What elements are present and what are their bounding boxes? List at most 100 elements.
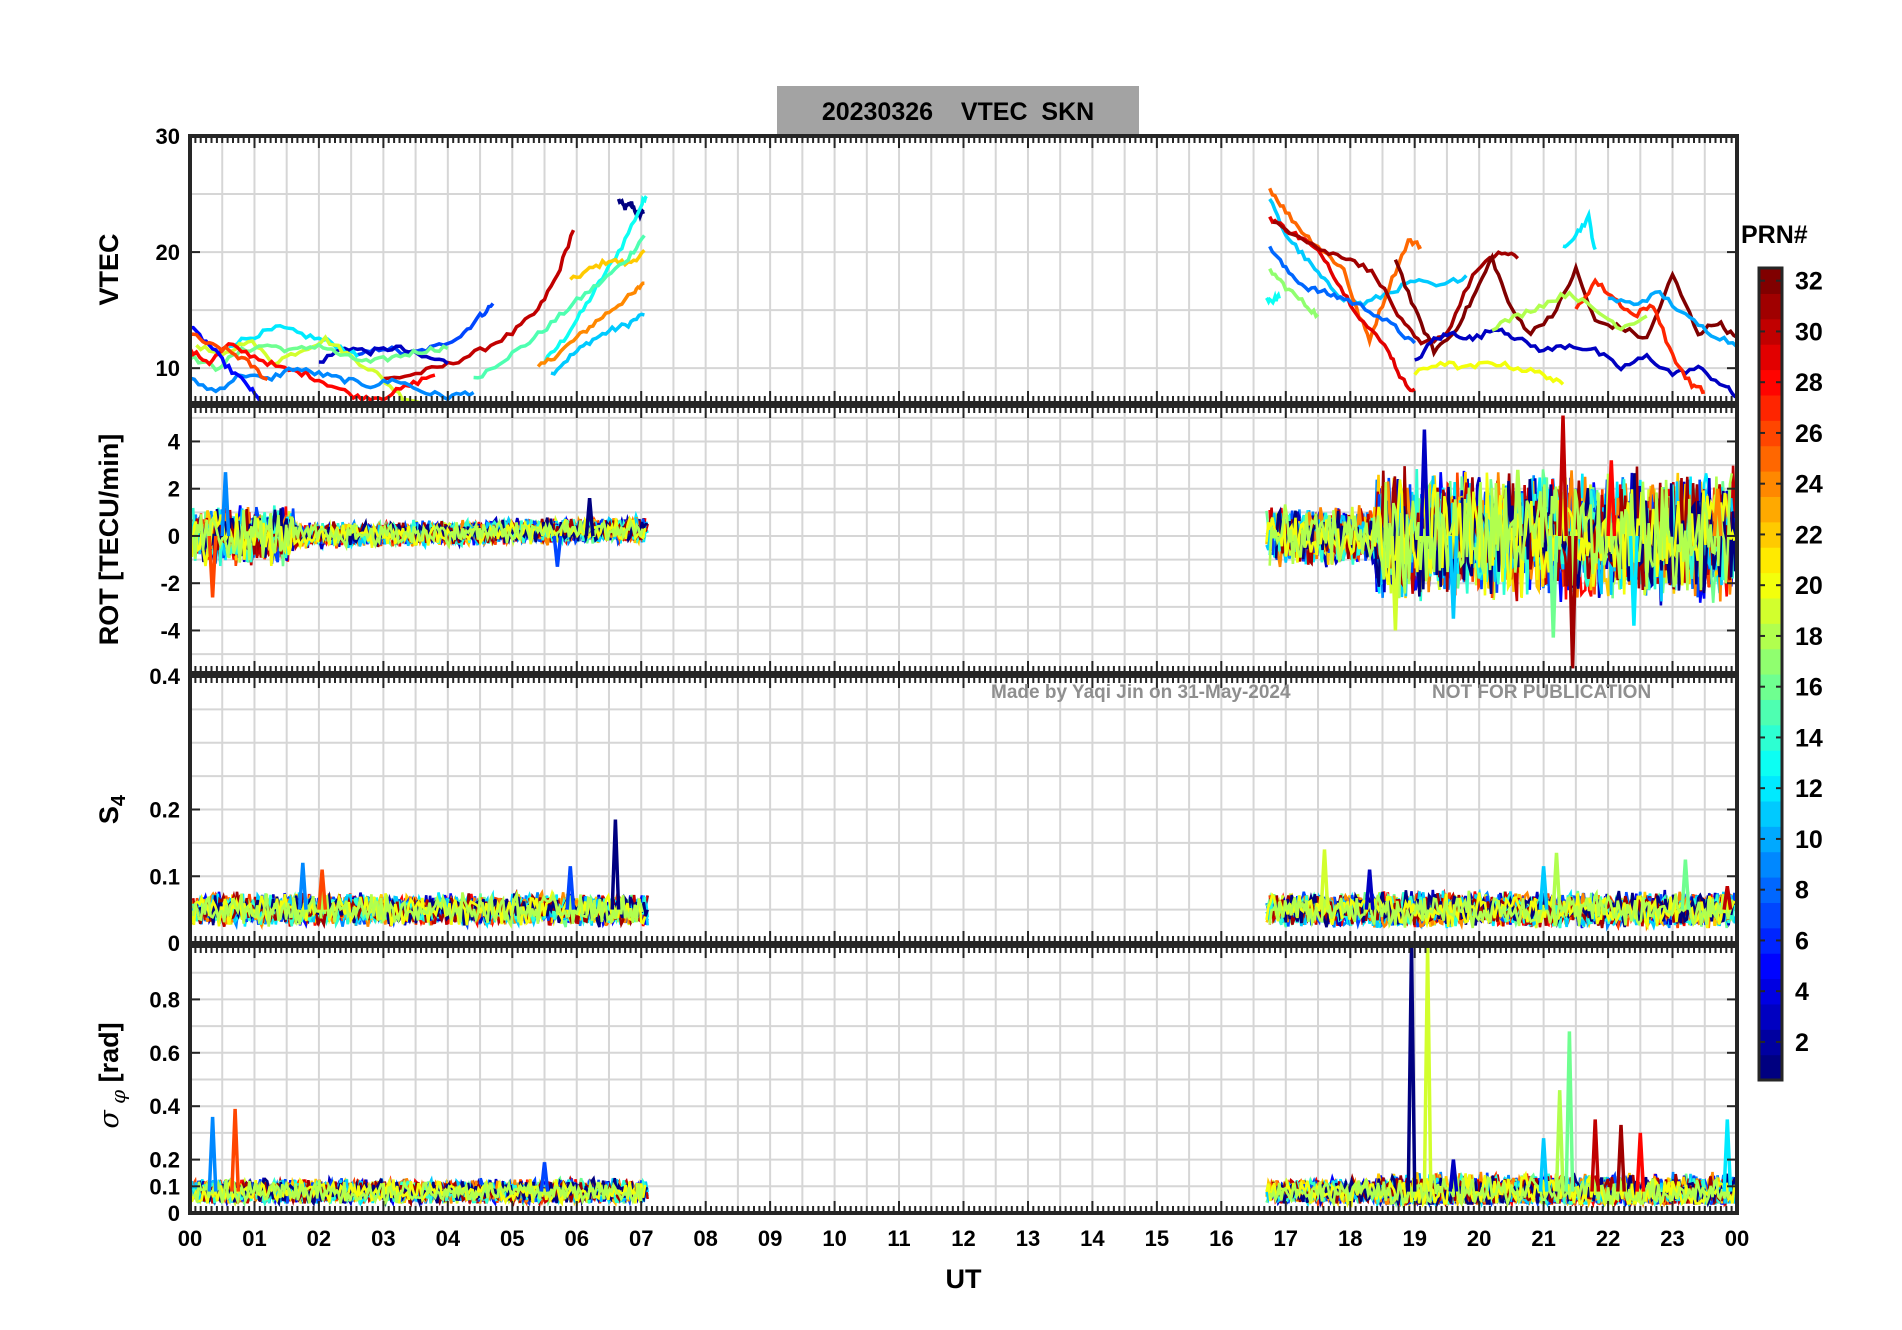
- colorbar-cell: [1759, 420, 1782, 447]
- x-tick-label: 01: [242, 1226, 266, 1251]
- spikes: [297, 819, 1733, 910]
- spike-mark: [1680, 859, 1691, 910]
- spike-mark: [1590, 1119, 1601, 1192]
- series-prn-18: [191, 889, 644, 929]
- colorbar-tick-label: 30: [1795, 318, 1823, 346]
- chart-title-text: 20230326 VTEC SKN: [822, 98, 1094, 126]
- colorbar-cell: [1759, 927, 1782, 954]
- spike-mark: [1712, 488, 1723, 537]
- y-axis: 0 0.1 0.2 0.4: [149, 664, 1737, 956]
- colorbar-cell: [1759, 902, 1782, 929]
- y-axis-label: ROT [TECU/min]: [94, 434, 124, 645]
- x-tick-label: 13: [1016, 1226, 1040, 1251]
- spike-mark: [1390, 535, 1401, 631]
- series-prn-18: [1268, 473, 1734, 599]
- spike-mark: [1448, 535, 1459, 619]
- spike-mark: [1548, 535, 1559, 638]
- colorbar-cell: [1759, 369, 1782, 396]
- y-tick-label: 2: [168, 477, 180, 502]
- chart-title: 20230326 VTEC SKN: [777, 86, 1139, 134]
- x-tick-label: 17: [1274, 1226, 1298, 1251]
- spike-mark: [1557, 415, 1568, 537]
- x-tick-label: 10: [822, 1226, 846, 1251]
- panel-sigma_phi: 00.10.20.40.60.8σ φ [rad]00 01 02 03 04 05 06 0…: [94, 944, 1749, 1294]
- colorbar-tick-label: 16: [1795, 674, 1823, 702]
- series-prn-20: [1413, 360, 1565, 386]
- colorbar-tick-label: 2: [1795, 1029, 1809, 1057]
- series-prn-13: [1265, 290, 1281, 306]
- series-prn-22: [569, 248, 646, 281]
- colorbar-cell: [1759, 597, 1782, 624]
- watermark-notice: NOT FOR PUBLICATION: [1432, 682, 1651, 703]
- spike-mark: [584, 498, 595, 537]
- x-tick-label: 12: [951, 1226, 975, 1251]
- y-axis: 10 20 30: [156, 124, 1737, 381]
- spike-mark: [1554, 1090, 1565, 1192]
- colorbar-cell: [1759, 877, 1782, 903]
- spikes: [207, 946, 1733, 1192]
- x-ticks: [194, 406, 1733, 673]
- x-axis: 00 01 02 03 04 05 06 07 08 09 10 11 12 13 14 15 16 17 18 19…: [178, 1226, 1749, 1294]
- x-ticks: [194, 946, 1733, 1213]
- series-prn-31: [1272, 220, 1520, 346]
- spike-mark: [1364, 869, 1375, 910]
- colorbar-tick-label: 4: [1795, 978, 1809, 1006]
- x-tick-label: 06: [565, 1226, 589, 1251]
- colorbar-label: PRN#: [1741, 221, 1808, 249]
- watermark-author: Made by Yaqi Jin on 31-May-2024: [991, 682, 1291, 703]
- series-prn-20: [1265, 472, 1736, 599]
- spike-mark: [1422, 946, 1433, 1192]
- colorbar-cell: [1759, 572, 1782, 599]
- colorbar-cell: [1759, 547, 1782, 574]
- spike-mark: [297, 862, 308, 910]
- colorbar-cell: [1759, 521, 1782, 548]
- x-tick-label: 19: [1402, 1226, 1426, 1251]
- x-tick-label: 00: [178, 1226, 202, 1251]
- y-tick-label: -4: [160, 618, 180, 643]
- series-prn-17: [1268, 267, 1320, 320]
- colorbar-tick-label: 24: [1795, 471, 1823, 499]
- spike-mark: [1722, 886, 1733, 910]
- x-tick-label: 20: [1467, 1226, 1491, 1251]
- y-tick-label: 0.6: [149, 1041, 180, 1066]
- y-tick-label: 0: [168, 931, 180, 956]
- x-minor-ticks: [194, 136, 1733, 403]
- y-axis-label: σ φ [rad]: [94, 1022, 130, 1128]
- spike-mark: [1538, 1138, 1549, 1192]
- colorbar-tick-label: 10: [1795, 826, 1823, 854]
- y-axis: -4 -2 0 2 4: [160, 429, 1737, 643]
- y-tick-label: 4: [168, 429, 181, 454]
- x-tick-label: 03: [371, 1226, 395, 1251]
- colorbar-tick-label: 32: [1795, 268, 1823, 296]
- spike-mark: [539, 1162, 550, 1192]
- y-tick-label: 0.1: [149, 864, 180, 889]
- colorbar-tick-label: 14: [1795, 724, 1823, 752]
- spike-mark: [1419, 429, 1430, 537]
- x-tick-label: 02: [307, 1226, 331, 1251]
- colorbar-cell: [1759, 344, 1782, 371]
- panel-data: [190, 415, 1737, 669]
- colorbar-cell: [1759, 1054, 1782, 1081]
- x-minor-ticks: [194, 406, 1733, 673]
- x-tick-label: 18: [1338, 1226, 1362, 1251]
- y-axis: 00.10.2 0.4 0.6 0.8: [149, 987, 1737, 1226]
- series-prn-11: [550, 312, 645, 376]
- series-prn-15: [473, 234, 646, 380]
- spike-mark: [1616, 1124, 1626, 1192]
- x-tick-label: 09: [758, 1226, 782, 1251]
- colorbar-tick-label: 12: [1795, 775, 1823, 803]
- panel-s4: 00.10.20.4S4: [94, 664, 1739, 956]
- spike-mark: [1512, 469, 1523, 537]
- colorbar-cell: [1759, 268, 1782, 294]
- colorbar-frame: [1757, 266, 1784, 1082]
- colorbar-tick-label: 6: [1795, 927, 1809, 955]
- spike-mark: [1606, 460, 1617, 537]
- series-prn-18: [1491, 290, 1648, 332]
- spike-mark: [207, 535, 218, 598]
- series-prn-18: [1268, 1173, 1733, 1209]
- spike-mark: [1319, 849, 1330, 910]
- y-tick-label: -2: [160, 571, 180, 596]
- colorbar-cell: [1759, 674, 1782, 700]
